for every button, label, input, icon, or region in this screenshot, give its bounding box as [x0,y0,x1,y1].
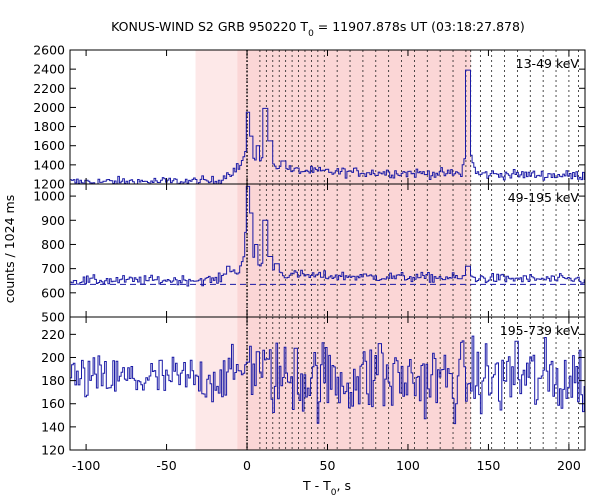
energy-band-label: 13-49 keV [516,56,580,71]
y-tick-label: 2200 [33,81,65,96]
panel-3: 120 140 160 180 200 220 195-739 keV [41,316,586,458]
y-tick-label: 700 [41,261,65,276]
x-axis-label: T - T0, s [302,478,351,498]
y-tick-label: 1200 [33,177,65,192]
panel-1: 1200 1400 1600 1800 2000 2200 2400 2600 13-49 ke… [33,43,586,192]
shaded-region [237,184,471,317]
y-tick-label: 220 [41,327,65,342]
y-tick-label: 140 [41,419,65,434]
x-tick-label: 150 [477,458,501,473]
panel-inner [70,184,585,317]
y-tick-label: 200 [41,350,65,365]
x-tick-label: 0 [243,458,251,473]
y-tick-label: 800 [41,237,65,252]
y-tick-label: 1400 [33,157,65,172]
y-tick-label: 500 [41,310,65,325]
panel-inner [70,50,585,184]
y-tick-label: 2000 [33,100,65,115]
y-tick-label: 160 [41,396,65,411]
panels: 1200 1400 1600 1800 2000 2200 2400 2600 13-49 ke… [33,43,586,458]
energy-band-label: 195-739 keV [500,323,580,338]
x-tick-label: 100 [396,458,420,473]
energy-band-label: 49-195 keV [508,190,580,205]
x-tick-label: 50 [320,458,336,473]
x-axis-ticks: -100 -50 0 50 100 150 200 [72,458,581,473]
y-tick-label: 2600 [33,43,65,58]
lightcurve-series [70,69,585,184]
y-tick-label: 600 [41,285,65,300]
panel-2: 500 600 700 800 900 1000 49-195 keV [33,183,586,325]
y-tick-label: 1800 [33,119,65,134]
y-tick-label: 1000 [33,189,65,204]
lightcurve-series [70,335,585,425]
shaded-region [237,50,471,184]
y-tick-label: 2400 [33,62,65,77]
y-axis-label: counts / 1024 ms [2,195,17,303]
lightcurve-series [70,185,585,287]
x-tick-label: 200 [557,458,581,473]
chart-title: KONUS-WIND S2 GRB 950220 T0 = 11907.878s… [111,19,525,39]
y-tick-label: 900 [41,213,65,228]
panel-inner [70,317,585,450]
x-tick-label: -50 [156,458,176,473]
y-tick-label: 180 [41,373,65,388]
x-tick-label: -100 [72,458,100,473]
y-tick-label: 120 [41,443,65,458]
y-tick-label: 1600 [33,138,65,153]
